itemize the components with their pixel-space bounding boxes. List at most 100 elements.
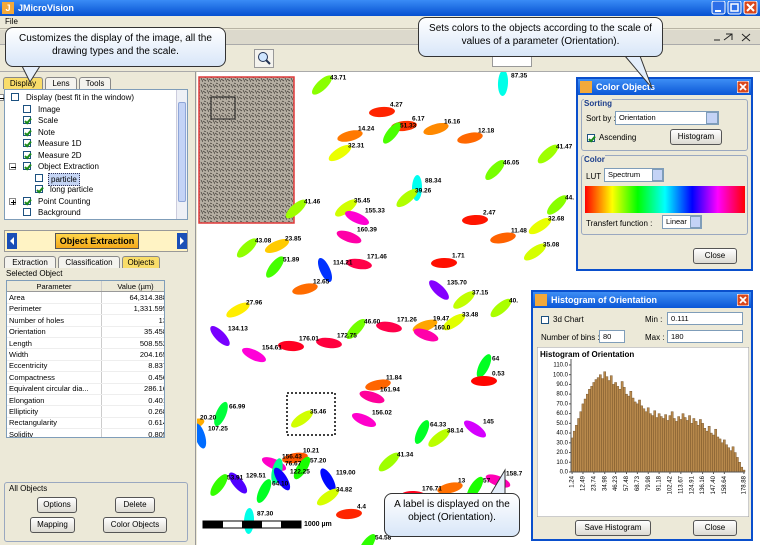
panel-tab[interactable]: Tools xyxy=(79,77,111,89)
window-buttons[interactable] xyxy=(711,1,759,15)
parameter-name: Ellipticity xyxy=(7,405,102,418)
x-tick-label: 57.48 xyxy=(624,475,630,491)
tree-item[interactable]: Note xyxy=(38,127,55,137)
object-tab[interactable]: Extraction xyxy=(4,256,56,268)
tree-checkbox[interactable] xyxy=(35,185,43,193)
histogram-button[interactable]: Histogram xyxy=(670,129,722,145)
tree-item[interactable]: Object Extraction xyxy=(38,162,99,171)
object-blob xyxy=(431,257,457,269)
expander-bar xyxy=(0,98,4,99)
object-blob xyxy=(497,72,509,96)
tree-checkbox[interactable] xyxy=(11,93,19,101)
object-blob xyxy=(264,239,290,253)
ascending-checkbox[interactable] xyxy=(587,134,595,142)
parameter-value: 0.805 xyxy=(101,428,164,437)
table-row: Number of holes13 xyxy=(7,314,164,327)
header-arrows[interactable] xyxy=(7,233,187,249)
object-label: 40. xyxy=(509,298,518,305)
dialog-close[interactable] xyxy=(737,294,749,306)
tree-checkbox[interactable] xyxy=(23,116,31,124)
histogram-bar xyxy=(692,418,696,473)
object-label: 64 xyxy=(492,356,500,363)
tree-checkbox[interactable] xyxy=(23,139,31,147)
object-blob xyxy=(316,337,342,349)
histogram-bar xyxy=(603,371,606,473)
tree-item[interactable]: Background xyxy=(38,208,81,217)
tree-scrollbar[interactable] xyxy=(176,90,187,219)
tree-checkbox[interactable] xyxy=(23,162,31,170)
close-button[interactable]: Close xyxy=(693,248,737,264)
chart3d-label: 3d Chart xyxy=(553,315,584,324)
y-tick-label: 40.0 xyxy=(556,431,568,437)
tree-item[interactable]: particle xyxy=(48,172,80,186)
object-blob xyxy=(256,479,272,503)
menu-file[interactable]: File xyxy=(5,17,18,26)
inner-frame-buttons[interactable] xyxy=(712,32,756,42)
parameter-value: 13 xyxy=(101,314,164,327)
object-label: 34.82 xyxy=(336,487,353,494)
tree-checkbox[interactable] xyxy=(23,127,31,136)
tree-checkbox[interactable] xyxy=(23,208,31,216)
min-field[interactable]: 0.111 xyxy=(667,312,743,325)
y-tick-label: 100.0 xyxy=(553,372,569,378)
close-button[interactable]: Close xyxy=(693,520,737,536)
table-row: Equivalent circular dia... 286.16 xyxy=(7,383,164,395)
histogram-bar xyxy=(688,415,691,473)
tree-checkbox[interactable] xyxy=(23,196,31,205)
object-blob xyxy=(210,326,230,346)
histogram-bar xyxy=(712,434,715,473)
sort-by-select[interactable]: Orientation xyxy=(615,111,719,125)
tree-checkbox[interactable] xyxy=(35,173,43,182)
tree-item[interactable]: Measure 1D xyxy=(38,139,82,148)
panel-tab[interactable]: Lens xyxy=(45,77,77,89)
object-label: 176.71 xyxy=(422,486,442,493)
tree-expander[interactable] xyxy=(9,197,16,205)
histogram-bar xyxy=(729,450,733,473)
y-tick-label: 60.0 xyxy=(556,411,568,417)
object-label: 64.10 xyxy=(272,481,289,488)
delete-button[interactable]: Delete xyxy=(115,497,155,513)
color-objects-button[interactable]: Color Objects xyxy=(103,517,167,533)
tree-checkbox[interactable] xyxy=(23,104,31,113)
lut-select[interactable]: Spectrum xyxy=(604,168,664,182)
object-blob xyxy=(442,313,466,331)
object-blob xyxy=(285,199,307,219)
tree-item[interactable]: Image xyxy=(38,104,61,114)
histogram-bar xyxy=(703,428,707,473)
tree-expander[interactable] xyxy=(0,94,4,101)
object-tab[interactable]: Classification xyxy=(58,256,120,268)
panel-tab[interactable]: Display xyxy=(3,77,43,89)
histogram-bar xyxy=(605,376,609,473)
object-tab[interactable]: Objects xyxy=(122,256,160,268)
tree-item[interactable]: Measure 2D xyxy=(38,150,82,160)
tree-checkbox[interactable] xyxy=(23,150,31,159)
tree-item[interactable]: long particle xyxy=(50,185,94,194)
dropdown-arrow[interactable] xyxy=(690,216,701,228)
parameter-value: 35.458 xyxy=(101,326,164,338)
object-label: 35.08 xyxy=(543,242,560,249)
dialog-close[interactable] xyxy=(737,81,749,93)
tree-item[interactable]: Scale xyxy=(38,116,59,125)
tree-expander[interactable] xyxy=(9,163,16,170)
object-label: 66.99 xyxy=(229,404,246,411)
zoom-tool[interactable] xyxy=(254,49,274,68)
object-label: 12.18 xyxy=(478,128,495,135)
object-label: 44. xyxy=(565,195,574,202)
scale-bar xyxy=(202,520,302,529)
mapping-button[interactable]: Mapping xyxy=(30,517,75,533)
options-button[interactable]: Options xyxy=(37,497,77,513)
bins-spinner[interactable]: 80 xyxy=(599,330,625,343)
tree-item[interactable]: Point Counting xyxy=(38,196,91,206)
dropdown-arrow[interactable] xyxy=(706,112,718,124)
chart3d-checkbox[interactable] xyxy=(541,316,549,324)
save-histogram-button[interactable]: Save Histogram xyxy=(575,520,651,536)
object-blob xyxy=(378,452,400,472)
thumbnail[interactable] xyxy=(198,76,295,224)
object-blob xyxy=(437,482,463,494)
dropdown-arrow[interactable] xyxy=(652,169,663,181)
transfer-label: Transfert function : xyxy=(586,219,653,228)
max-field[interactable]: 180 xyxy=(667,330,743,343)
tree-item[interactable]: Display (best fit in the window) xyxy=(26,93,135,102)
object-label: 172.75 xyxy=(337,333,357,340)
y-tick-label: 110.0 xyxy=(553,363,568,369)
